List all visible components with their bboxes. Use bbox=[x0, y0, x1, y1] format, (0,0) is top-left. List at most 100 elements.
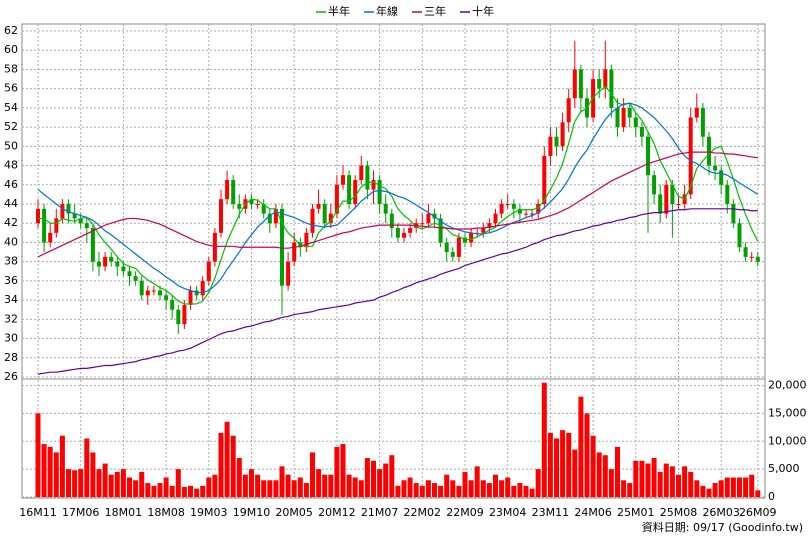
candle-body bbox=[97, 261, 101, 267]
candle-body bbox=[487, 223, 492, 229]
candle-body bbox=[456, 237, 461, 257]
candle-body bbox=[749, 256, 754, 258]
candle-body bbox=[237, 204, 242, 209]
y2-tick-label: 10,000 bbox=[768, 434, 807, 447]
candle-body bbox=[688, 117, 693, 195]
volume-bar bbox=[188, 485, 193, 497]
volume-bar bbox=[72, 470, 78, 497]
volume-bar bbox=[712, 483, 718, 497]
volume-bar bbox=[84, 438, 90, 497]
candle-body bbox=[438, 218, 443, 243]
volume-bar bbox=[499, 480, 505, 497]
candle-body bbox=[395, 228, 400, 238]
volume-bar bbox=[474, 466, 480, 497]
volume-bar bbox=[401, 480, 407, 497]
candle-body bbox=[48, 232, 53, 243]
x-tick-label: 19M03 bbox=[190, 506, 228, 519]
candle-body bbox=[365, 165, 370, 190]
candle-body bbox=[292, 242, 297, 262]
volume-bar bbox=[127, 477, 132, 497]
y-tick-label: 52 bbox=[4, 120, 18, 133]
volume-bar bbox=[395, 485, 401, 497]
candle-body bbox=[469, 232, 474, 243]
volume-bar bbox=[377, 469, 383, 497]
volume-bar bbox=[261, 480, 267, 497]
candle-body bbox=[713, 165, 718, 171]
volume-bar bbox=[328, 474, 334, 497]
y-tick-label: 38 bbox=[4, 255, 18, 268]
y-tick-label: 42 bbox=[4, 216, 18, 229]
candle-body bbox=[621, 107, 626, 128]
volume-bar bbox=[480, 480, 486, 497]
x-tick-label: 19M10 bbox=[233, 506, 271, 519]
volume-bar bbox=[96, 469, 102, 497]
candle-body bbox=[145, 290, 150, 296]
volume-bar bbox=[669, 466, 675, 497]
candle-body bbox=[481, 228, 486, 233]
y-tick-label: 34 bbox=[4, 293, 18, 306]
candle-body bbox=[658, 194, 663, 214]
candle-body bbox=[121, 266, 126, 272]
volume-bar bbox=[157, 483, 163, 497]
candle-body bbox=[700, 107, 705, 137]
x-tick-label: 18M08 bbox=[147, 506, 185, 519]
plot-frame bbox=[21, 23, 766, 499]
x-tick-label: 20M12 bbox=[318, 506, 356, 519]
y-tick-label: 36 bbox=[4, 274, 18, 287]
candle-body bbox=[676, 204, 681, 205]
volume-bar bbox=[47, 446, 53, 497]
candle-body bbox=[322, 204, 327, 224]
y-tick-label: 60 bbox=[4, 43, 18, 56]
volume-bar bbox=[90, 452, 96, 497]
volume-bar bbox=[505, 477, 511, 497]
volume-bar bbox=[535, 469, 541, 497]
candle-body bbox=[267, 213, 272, 224]
candle-body bbox=[505, 204, 510, 205]
volume-bar bbox=[53, 452, 59, 497]
volume-bar bbox=[242, 474, 248, 497]
candle-body bbox=[560, 122, 565, 147]
candle-body bbox=[206, 261, 211, 281]
candle-body bbox=[609, 69, 614, 108]
candle-body bbox=[383, 204, 388, 214]
candle-body bbox=[176, 309, 181, 325]
volume-bar bbox=[249, 469, 254, 497]
candle-body bbox=[578, 69, 583, 99]
volume-bar bbox=[694, 480, 700, 497]
volume-bar bbox=[425, 480, 431, 497]
volume-bar bbox=[676, 474, 681, 497]
y-tick-label: 28 bbox=[4, 351, 18, 364]
y-tick-label: 40 bbox=[4, 235, 18, 248]
volume-bar bbox=[529, 488, 535, 497]
y-tick-label: 46 bbox=[4, 178, 18, 191]
candle-body bbox=[78, 218, 83, 224]
candle-body bbox=[743, 247, 748, 257]
candle-body bbox=[273, 208, 278, 224]
candle-body bbox=[72, 213, 77, 219]
candle-body bbox=[572, 69, 577, 99]
volume-bar bbox=[657, 471, 663, 497]
candle-body bbox=[694, 107, 699, 118]
candle-body bbox=[542, 155, 547, 204]
candle-body bbox=[90, 228, 95, 262]
volume-bar bbox=[200, 485, 206, 497]
candle-body bbox=[170, 300, 175, 310]
x-tick-label: 26M09 bbox=[739, 506, 777, 519]
candle-body bbox=[450, 252, 455, 257]
volume-bar bbox=[218, 432, 224, 497]
ma-line bbox=[37, 102, 759, 294]
volume-bar bbox=[724, 477, 730, 497]
volume-bar bbox=[114, 471, 120, 497]
volume-bar bbox=[554, 438, 559, 497]
volume-bar bbox=[547, 432, 553, 497]
y-tick-label: 56 bbox=[4, 82, 18, 95]
candle-body bbox=[646, 136, 650, 176]
volume-bar bbox=[316, 469, 322, 497]
candle-body bbox=[84, 223, 89, 229]
candle-body bbox=[499, 204, 504, 214]
y2-tick-label: 15,000 bbox=[768, 406, 807, 419]
x-tick-label: 23M11 bbox=[532, 506, 570, 519]
candle-body bbox=[255, 204, 260, 205]
volume-bar bbox=[755, 490, 761, 497]
candle-body bbox=[627, 107, 632, 118]
